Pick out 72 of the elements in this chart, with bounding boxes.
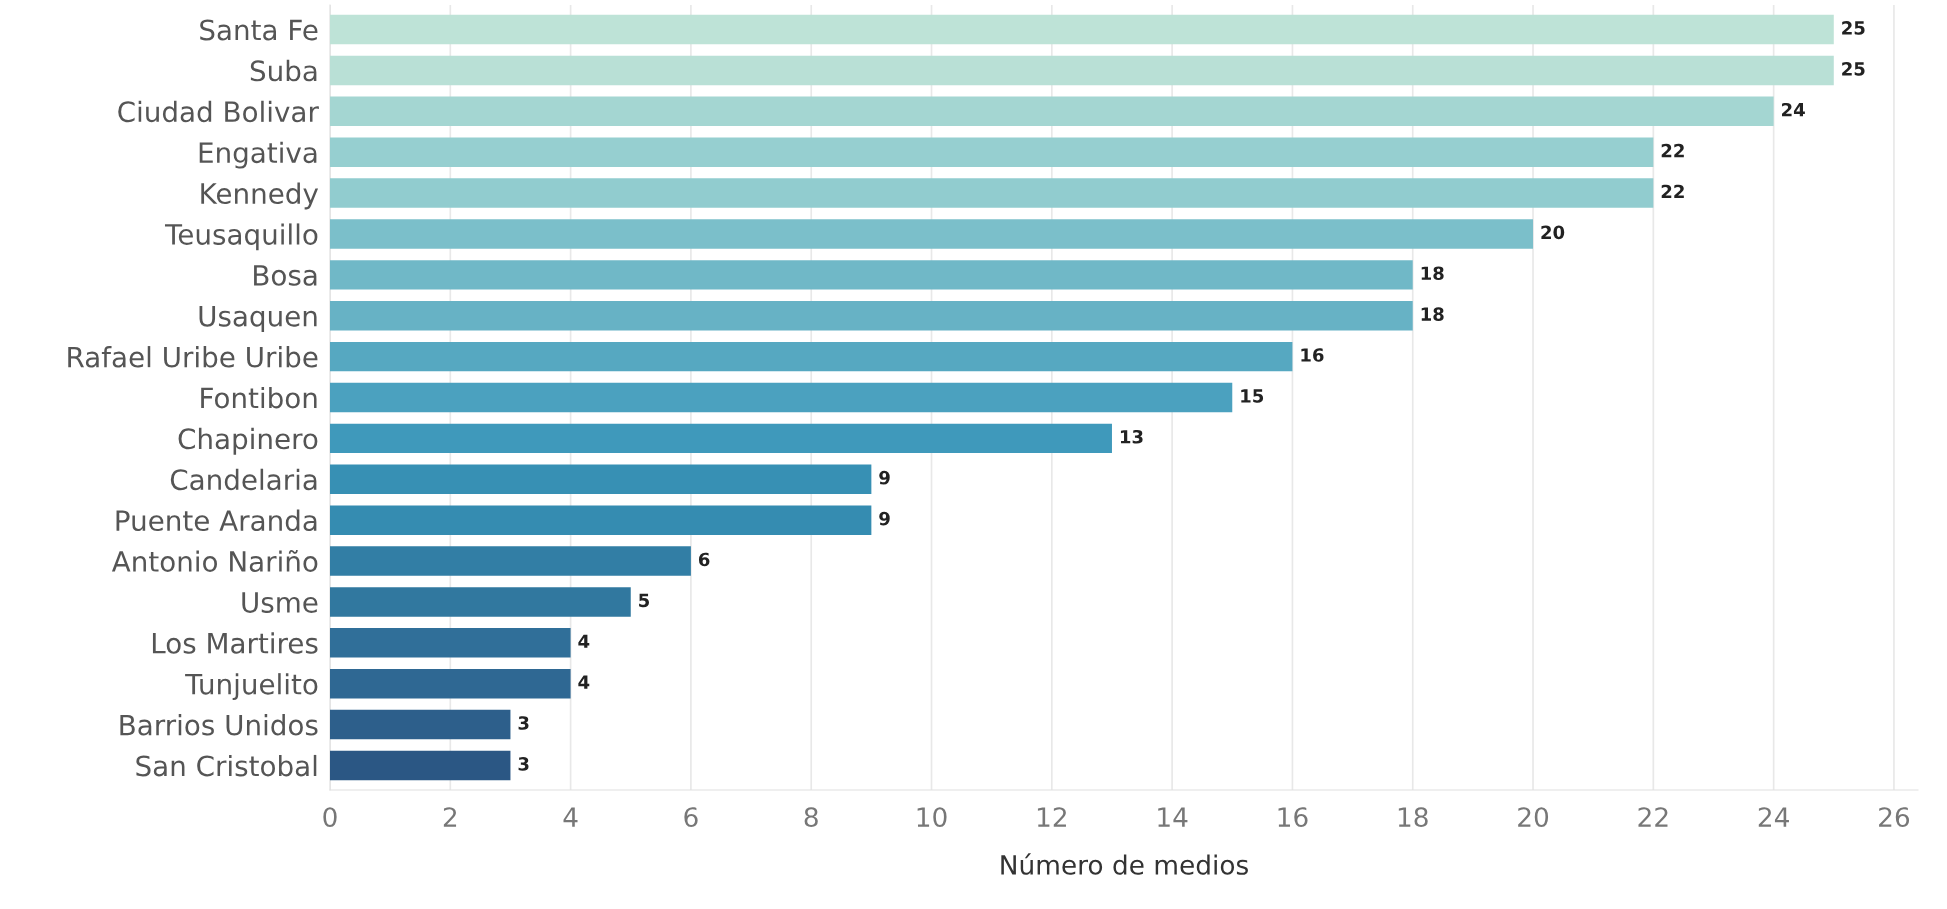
y-tick-label: Puente Aranda (116, 509, 317, 532)
bar (330, 301, 1413, 331)
bar (330, 55, 1834, 86)
data-label: 22 (1661, 184, 1684, 199)
y-tick-label: Los Martires (152, 632, 318, 654)
data-label: 3 (518, 757, 529, 771)
y-tick-label: Antonio Nariño (111, 550, 318, 572)
bar (330, 178, 1654, 208)
bar (330, 709, 511, 740)
y-tick-label: Barrios Unidos (120, 714, 318, 736)
y-tick-label: Suba (250, 59, 317, 82)
y-tick-label: Rafael Uribe Uribe (68, 346, 318, 368)
bar (330, 423, 1112, 454)
y-tick-label: Teusaquillo (164, 223, 318, 251)
data-label: 20 (1541, 225, 1565, 240)
x-tick-label: 14 (1158, 807, 1188, 827)
bar (330, 260, 1413, 290)
bar (330, 628, 571, 658)
x-tick-label: 8 (804, 807, 818, 828)
x-tick-label: 12 (1037, 807, 1066, 827)
x-tick-label: 6 (684, 807, 698, 828)
y-tick-label: Kennedy (201, 182, 319, 210)
bar (330, 546, 691, 576)
y-tick-label: Tunjuelito (185, 673, 318, 701)
x-tick-label: 4 (563, 807, 578, 827)
bar (330, 505, 872, 535)
y-tick-label: Fontibon (201, 386, 317, 409)
bar (330, 382, 1233, 413)
y-tick-label: Ciudad Bolivar (118, 100, 319, 123)
x-tick-label: 18 (1398, 807, 1428, 828)
x-tick-label: 0 (323, 807, 337, 828)
data-label: 24 (1782, 102, 1805, 117)
bar (330, 587, 631, 617)
x-tick-label: 20 (1518, 807, 1549, 828)
y-tick-label: Chapinero (178, 427, 318, 455)
data-label: 22 (1661, 143, 1684, 158)
y-tick-label: Usme (242, 592, 318, 613)
data-label: 25 (1842, 62, 1865, 76)
y-tick-label: Candelaria (170, 468, 317, 491)
data-label: 4 (578, 675, 590, 689)
x-tick-label: 2 (443, 807, 457, 827)
data-label: 15 (1241, 389, 1264, 403)
y-tick-label: Engativa (199, 141, 317, 169)
data-label: 13 (1120, 429, 1143, 444)
data-label: 18 (1421, 266, 1444, 281)
data-label: 9 (879, 470, 890, 485)
bar (330, 750, 511, 781)
y-tick-label: Usaquen (199, 306, 317, 333)
data-label: 4 (578, 634, 590, 648)
bar (330, 14, 1834, 45)
bar (330, 219, 1534, 249)
data-label: 3 (518, 716, 529, 730)
bar (330, 137, 1654, 167)
x-tick-label: 10 (917, 807, 947, 828)
x-tick-label: 26 (1879, 807, 1910, 828)
y-tick-label: Santa Fe (200, 19, 318, 41)
x-tick-label: 22 (1638, 807, 1668, 827)
bar (330, 96, 1774, 127)
data-label: 25 (1842, 21, 1865, 35)
bar (330, 668, 571, 699)
data-label: 6 (698, 552, 710, 567)
x-tick-label: 24 (1758, 807, 1789, 827)
data-label: 9 (879, 511, 890, 526)
data-label: 16 (1301, 348, 1324, 362)
y-tick-label: Bosa (254, 265, 317, 286)
bar (330, 341, 1293, 372)
y-tick-label: San Cristobal (136, 754, 317, 777)
data-label: 5 (639, 593, 649, 608)
x-axis-title: Número de medios (1001, 853, 1248, 875)
x-tick-label: 16 (1278, 807, 1308, 828)
data-label: 18 (1421, 307, 1444, 321)
bar (330, 464, 872, 494)
